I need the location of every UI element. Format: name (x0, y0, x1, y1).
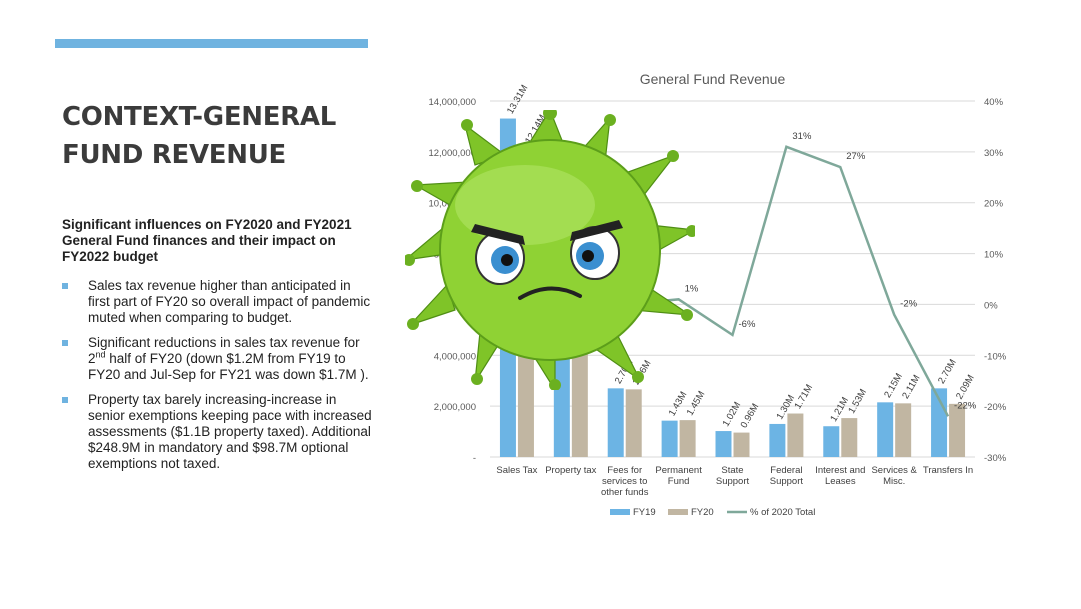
virus-icon (405, 110, 695, 390)
bar-fy20 (787, 413, 804, 457)
x-tick-label: Support (770, 476, 804, 487)
x-tick-label: Permanent (655, 465, 702, 476)
y2-tick-label: 40% (984, 97, 1004, 108)
bar-data-label: 2.09M (954, 373, 977, 401)
bullet-text-start: Significant reductions in sales tax reve… (88, 335, 360, 366)
bar-fy19 (823, 426, 840, 457)
y2-tick-label: 30% (984, 148, 1004, 159)
x-tick-label: Transfers In (923, 465, 973, 476)
y2-tick-label: 0% (984, 300, 998, 311)
x-tick-label: other funds (601, 487, 649, 498)
bar-fy19 (553, 334, 570, 457)
bullet-text: Sales tax revenue higher than anticipate… (88, 278, 371, 325)
bullet-item: Significant reductions in sales tax reve… (62, 335, 372, 383)
chart-title: General Fund Revenue (640, 71, 786, 87)
y2-tick-label: 20% (984, 199, 1004, 210)
bar-fy19 (661, 420, 678, 457)
y-tick-label: 12,000,000 (428, 148, 476, 159)
bullet-superscript: nd (95, 349, 106, 360)
bar-fy20 (841, 418, 858, 457)
y2-tick-label: 10% (984, 250, 1004, 261)
x-tick-label: Federal (770, 465, 802, 476)
bar-fy20 (895, 403, 912, 457)
accent-bar (55, 39, 368, 48)
line-data-label: 1% (685, 283, 699, 294)
bullet-marker-icon (62, 283, 68, 289)
line-data-label: -2% (900, 299, 917, 310)
y-tick-label: - (473, 453, 476, 464)
bar-data-label: 1.71M (792, 383, 815, 411)
legend-label: % of 2020 Total (750, 507, 815, 518)
bullet-item: Property tax barely increasing-increase … (62, 392, 372, 472)
legend-label: FY20 (691, 507, 714, 518)
line-data-label: 31% (792, 131, 812, 142)
x-tick-label: State (721, 465, 743, 476)
virus-spike-tips (405, 110, 695, 390)
x-tick-label: Misc. (883, 476, 905, 487)
bullet-text-end: half of FY20 (down $1.2M from FY19 to FY… (88, 351, 369, 382)
x-tick-label: Interest and (815, 465, 865, 476)
legend-swatch (668, 509, 688, 515)
virus-highlight (455, 165, 595, 245)
bar-data-label: 1.45M (685, 389, 708, 417)
legend-swatch (610, 509, 630, 515)
x-tick-label: Fees for (607, 465, 642, 476)
title-line-1: CONTEXT-GENERAL (62, 102, 337, 132)
title-line-2: FUND REVENUE (62, 140, 286, 170)
bar-fy19 (607, 388, 624, 457)
bullet-marker-icon (62, 397, 68, 403)
line-data-label: -22% (954, 400, 977, 411)
legend-label: FY19 (633, 507, 656, 518)
bar-data-label: 2.70M (936, 357, 959, 385)
bullet-list: Sales tax revenue higher than anticipate… (62, 278, 372, 481)
y2-tick-label: -20% (984, 402, 1007, 413)
line-data-label: -6% (739, 319, 756, 330)
x-tick-label: Property tax (545, 465, 596, 476)
y2-tick-label: -10% (984, 351, 1007, 362)
x-tick-label: Sales Tax (496, 465, 537, 476)
y2-tick-label: -30% (984, 453, 1007, 464)
subheading: Significant influences on FY2020 and FY2… (62, 217, 352, 264)
slide-title: CONTEXT-GENERAL FUND REVENUE (62, 98, 382, 174)
x-tick-label: Fund (668, 476, 690, 487)
x-tick-label: services to (602, 476, 647, 487)
bar-fy20 (949, 403, 966, 457)
x-tick-label: Leases (825, 476, 856, 487)
bar-fy19 (769, 423, 786, 457)
bar-fy20 (679, 420, 696, 457)
bar-fy20 (625, 389, 642, 457)
bar-fy20 (571, 332, 588, 457)
virus-face (471, 220, 623, 300)
y-tick-label: 4,000,000 (434, 351, 476, 362)
bar-fy20 (733, 432, 750, 457)
bullet-marker-icon (62, 340, 68, 346)
bar-fy19 (715, 431, 732, 457)
y-tick-label: 2,000,000 (434, 402, 476, 413)
bullet-item: Sales tax revenue higher than anticipate… (62, 278, 372, 326)
x-tick-label: Services & (871, 465, 917, 476)
bar-fy19 (877, 402, 894, 457)
line-data-label: 27% (846, 151, 866, 162)
x-tick-label: Support (716, 476, 750, 487)
y-tick-label: 14,000,000 (428, 97, 476, 108)
bullet-text: Property tax barely increasing-increase … (88, 392, 372, 471)
